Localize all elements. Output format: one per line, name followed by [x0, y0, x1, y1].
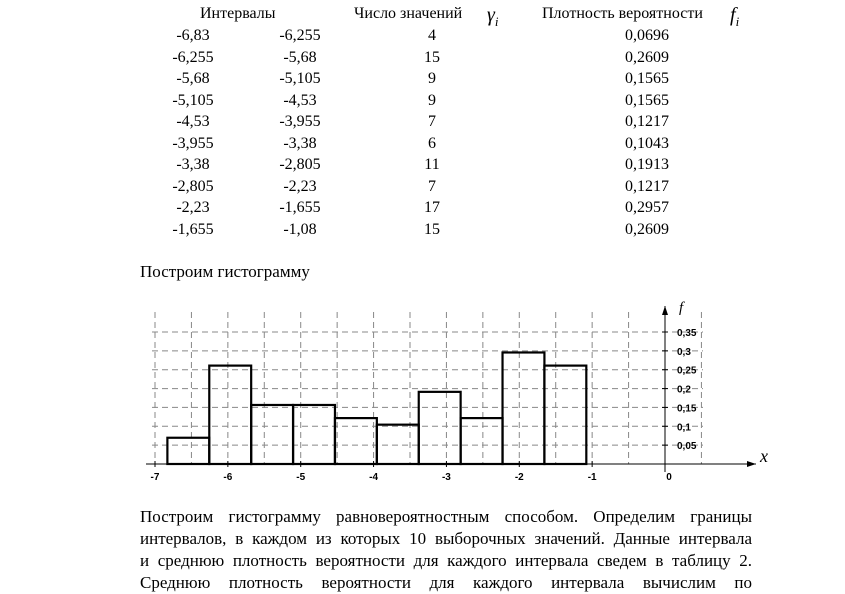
cell-count: 15	[424, 220, 440, 238]
x-tick-label: -4	[369, 472, 378, 483]
header-count-symbol: γiγi	[487, 4, 499, 29]
heading-histogram: Построим гистограмму	[140, 262, 310, 281]
histogram-bar	[250, 403, 295, 466]
x-tick-label: -6	[223, 472, 232, 483]
cell-to: -1,08	[283, 220, 317, 238]
cell-to: -3,955	[279, 113, 321, 130]
cell-from: -2,23	[176, 199, 210, 216]
cell-to: -5,105	[279, 70, 321, 87]
cell-to: -1,655	[279, 199, 321, 216]
histogram-bar	[501, 351, 546, 466]
paragraph-line-3: и среднюю плотность вероятности для кажд…	[140, 551, 752, 570]
histogram-bar	[333, 417, 378, 466]
cell-to: -2,23	[283, 177, 317, 195]
y-tick-label: 0,2	[677, 385, 691, 396]
histogram-bar	[417, 390, 462, 466]
cell-from: -5,105	[172, 91, 214, 109]
cell-count: 15	[424, 48, 440, 66]
x-tick-label: -3	[442, 472, 451, 483]
cell-density: 0,1217	[625, 113, 669, 130]
paragraph-line-2: интервалов, в каждом из которых 10 выбор…	[140, 529, 752, 548]
cell-count: 11	[424, 156, 440, 173]
cell-from: -3,955	[172, 134, 214, 152]
y-tick-label: 0,05	[677, 441, 697, 452]
cell-from: -1,655	[172, 220, 214, 238]
y-tick-label: 0,25	[677, 366, 697, 377]
paragraph-line-4: Среднюю плотность вероятности для каждог…	[140, 573, 752, 592]
cell-density: 0,2609	[625, 48, 669, 66]
histogram-bar	[291, 403, 337, 466]
cell-from: -5,68	[176, 70, 210, 87]
cell-density: 0,1217	[625, 177, 669, 195]
x-tick-label: -2	[515, 472, 524, 483]
cell-density: 0,1913	[625, 156, 669, 173]
x-axis-arrow	[747, 461, 756, 467]
cell-count: 6	[428, 134, 436, 152]
cell-density: 0,2609	[625, 220, 669, 238]
cell-from: -3,38	[176, 156, 210, 173]
header-count: Число значений	[354, 5, 463, 22]
cell-density: 0,0696	[625, 27, 669, 44]
cell-count: 9	[428, 91, 436, 109]
cell-to: -3,38	[283, 134, 317, 152]
cell-from: -6,83	[176, 27, 210, 44]
histogram-bar	[459, 417, 504, 466]
y-tick-label: 0,3	[677, 347, 691, 358]
cell-density: 0,1043	[625, 134, 669, 152]
cell-count: 7	[428, 113, 436, 130]
cell-count: 7	[428, 177, 436, 195]
histogram-bar	[543, 364, 588, 466]
cell-to: -4,53	[283, 91, 317, 109]
x-tick-label: -5	[296, 472, 305, 483]
cell-from: -4,53	[176, 113, 210, 130]
paragraph-line-1: Построим гистограмму равновероятностным …	[140, 507, 752, 526]
x-tick-label: -7	[151, 472, 160, 483]
header-density: Плотность вероятности	[542, 5, 703, 22]
cell-count: 9	[428, 70, 436, 87]
cell-from: -2,805	[172, 177, 214, 195]
x-tick-label: 0	[666, 472, 672, 483]
cell-density: 0,1565	[625, 70, 669, 87]
cell-to: -5,68	[283, 48, 317, 66]
histogram-chart: -7 -6 -5 -4 -3 -2 -1 0 0,05 0,1 0,15 0,2 0,25 0,3 0,35…	[146, 300, 768, 483]
y-tick-label: 0,35	[677, 328, 697, 339]
cell-density: 0,2957	[625, 199, 669, 216]
header-intervals: Интервалы	[200, 5, 276, 22]
x-axis-label: x	[759, 446, 768, 466]
y-tick-label: 0,15	[677, 403, 697, 414]
histogram-bar	[208, 364, 253, 466]
cell-to: -6,255	[279, 27, 321, 44]
x-tick-label: -1	[588, 472, 597, 483]
header-density-symbol: fifi	[730, 4, 740, 29]
cell-to: -2,805	[279, 156, 321, 173]
cell-count: 17	[424, 199, 440, 216]
y-tick-label: 0,1	[677, 422, 691, 433]
cell-from: -6,255	[172, 48, 214, 66]
y-axis-arrow	[662, 306, 668, 315]
cell-density: 0,1565	[625, 91, 669, 109]
histogram-bar	[166, 436, 211, 466]
y-axis-label: f	[679, 300, 685, 316]
cell-count: 4	[428, 27, 436, 44]
histogram-bar	[375, 423, 420, 466]
